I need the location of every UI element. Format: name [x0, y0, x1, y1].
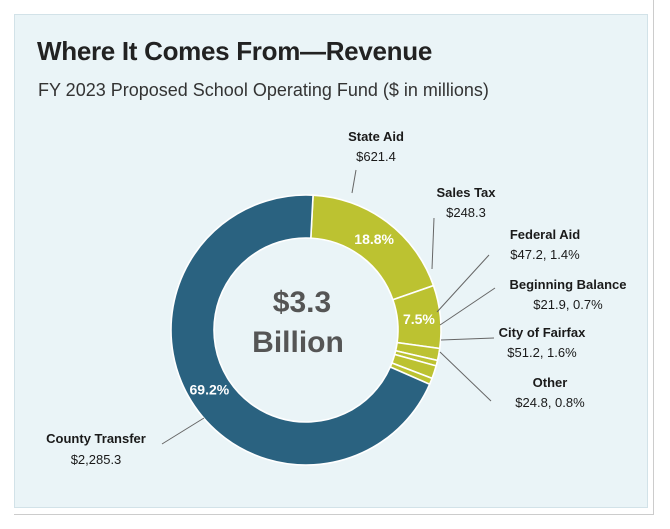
leader-sales-tax [431, 217, 435, 270]
leader-other [439, 351, 492, 402]
pct-label-county-transfer: 69.2% [190, 382, 230, 398]
chart-subtitle: FY 2023 Proposed School Operating Fund (… [38, 80, 489, 100]
slice-county-transfer [170, 194, 431, 466]
label-value-state-aid: $621.4 [356, 149, 396, 164]
chart-title: Where It Comes From—Revenue [37, 36, 432, 66]
label-value-other: $24.8, 0.8% [515, 395, 585, 410]
label-name-county-transfer: County Transfer [46, 431, 146, 446]
label-value-county-transfer: $2,285.3 [71, 452, 122, 467]
leader-state-aid [351, 169, 357, 194]
right-divider [653, 0, 654, 514]
leader-city-of-fairfax [440, 337, 495, 341]
center-unit: Billion [252, 326, 344, 359]
leader-federal-aid [436, 254, 490, 313]
leader-lines [161, 169, 496, 445]
slice-state-aid [309, 194, 435, 301]
donut-slices [170, 194, 442, 466]
label-name-sales-tax: Sales Tax [436, 185, 496, 200]
slice-labels: 18.8% 7.5% 69.2% County Transfer $2,285.3 Sta… [46, 129, 626, 467]
pct-label-state-aid: 18.8% [354, 231, 394, 247]
label-name-state-aid: State Aid [348, 129, 404, 144]
bottom-divider [14, 514, 654, 515]
label-name-federal-aid: Federal Aid [510, 227, 580, 242]
label-name-city-of-fairfax: City of Fairfax [499, 325, 586, 340]
label-value-federal-aid: $47.2, 1.4% [510, 247, 580, 262]
leader-beginning-balance [439, 287, 496, 326]
center-amount: $3.3 [273, 286, 331, 319]
label-name-other: Other [533, 375, 568, 390]
label-value-sales-tax: $248.3 [446, 205, 486, 220]
pct-label-sales-tax: 7.5% [403, 311, 435, 327]
label-name-beginning-balance: Beginning Balance [509, 277, 626, 292]
label-value-beginning-balance: $21.9, 0.7% [533, 297, 603, 312]
leader-county-transfer [161, 417, 205, 445]
label-value-city-of-fairfax: $51.2, 1.6% [507, 345, 577, 360]
